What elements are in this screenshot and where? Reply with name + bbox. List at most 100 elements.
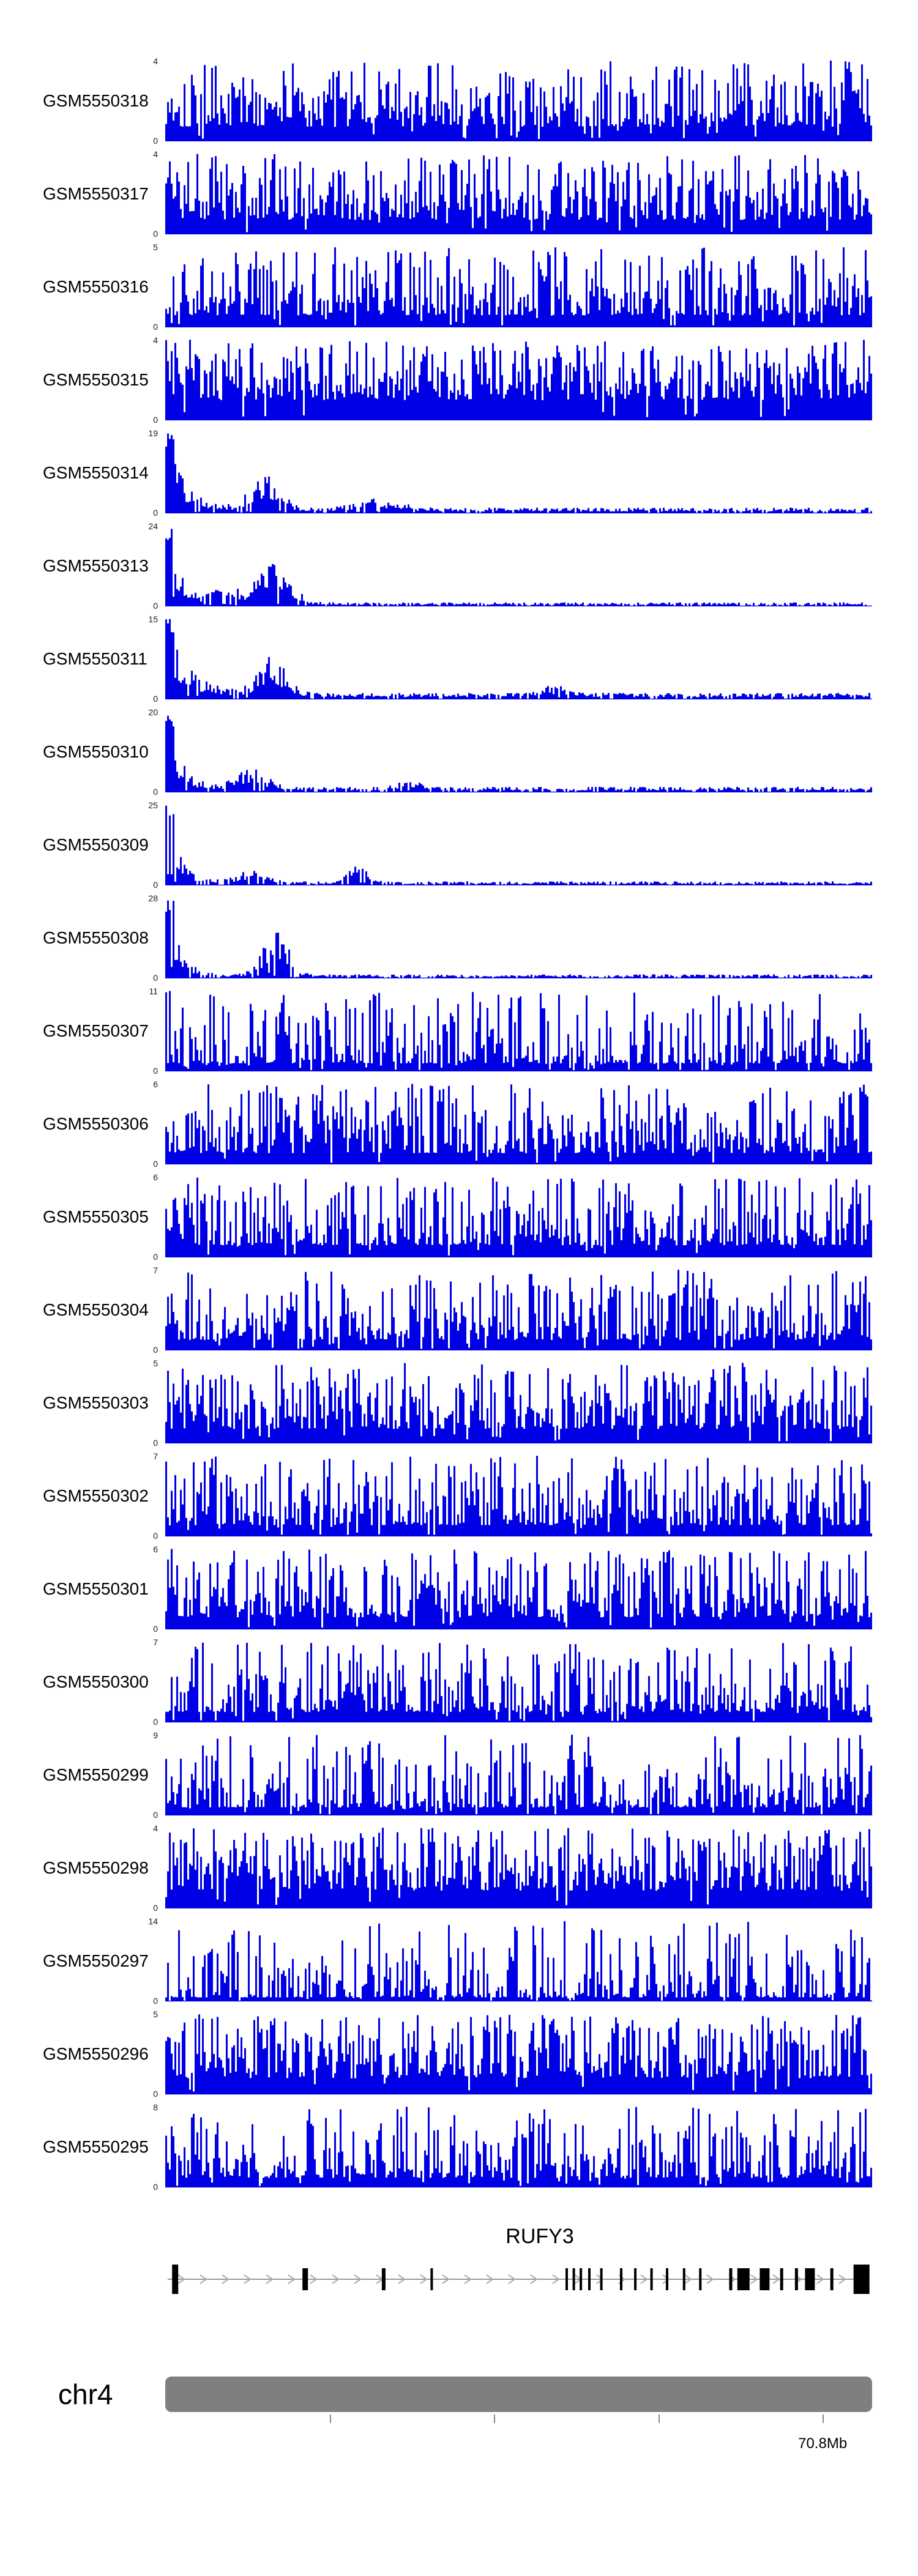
track-yaxis-max: 4 — [153, 335, 158, 345]
coverage-signal-plot — [165, 1363, 872, 1443]
track-sample-label: GSM5550298 — [43, 1858, 149, 1877]
exon-box — [759, 2268, 770, 2290]
coverage-signal-plot — [165, 1735, 872, 1815]
exon-box — [430, 2268, 433, 2290]
coverage-signal — [165, 1084, 872, 1164]
track-sample-label: GSM5550309 — [43, 835, 149, 854]
axis-tick — [658, 2414, 660, 2423]
strand-direction-arrow-icon — [772, 2274, 780, 2284]
exon-box — [620, 2268, 622, 2290]
track-yaxis-max: 8 — [153, 2102, 158, 2112]
exon-box — [172, 2265, 179, 2294]
track-yaxis-zero: 0 — [153, 1531, 158, 1541]
track-yaxis-max: 6 — [153, 1079, 158, 1089]
exon-box — [682, 2268, 685, 2290]
track-yaxis-zero: 0 — [153, 229, 158, 239]
coverage-track-row: GSM5550318 4 0 — [0, 54, 918, 147]
coverage-track-row: GSM5550305 6 0 — [0, 1171, 918, 1264]
coverage-signal — [165, 1549, 872, 1629]
coverage-track-row: GSM5550308 28 0 — [0, 892, 918, 985]
coverage-track-row: GSM5550314 19 0 — [0, 426, 918, 519]
track-sample-label: GSM5550315 — [43, 370, 149, 389]
strand-direction-arrow-icon — [200, 2274, 207, 2284]
track-yaxis-zero: 0 — [153, 136, 158, 146]
track-yaxis-max: 9 — [153, 1730, 158, 1740]
coverage-signal-plot — [165, 2014, 872, 2094]
track-yaxis-zero: 0 — [153, 973, 158, 983]
exon-box — [729, 2268, 733, 2290]
track-yaxis-zero: 0 — [153, 508, 158, 518]
strand-direction-arrow-icon — [486, 2274, 494, 2284]
track-sample-label: GSM5550311 — [43, 649, 147, 668]
coverage-signal — [165, 619, 872, 699]
exon-box — [853, 2265, 870, 2294]
coverage-track-row: GSM5550299 9 0 — [0, 1729, 918, 1822]
coverage-signal-plot — [165, 433, 872, 513]
strand-direction-arrow-icon — [530, 2274, 538, 2284]
coverage-signal — [165, 61, 872, 141]
coverage-signal — [165, 529, 872, 606]
strand-direction-arrow-icon — [464, 2274, 472, 2284]
strand-direction-arrow-icon — [838, 2274, 846, 2284]
track-yaxis-zero: 0 — [153, 694, 158, 704]
coverage-signal-plot — [165, 247, 872, 327]
exon-box — [650, 2268, 653, 2290]
track-sample-label: GSM5550307 — [43, 1021, 149, 1040]
coverage-signal — [165, 340, 872, 420]
exon-box — [634, 2268, 637, 2290]
exon-box — [699, 2268, 702, 2290]
exon-box — [588, 2268, 591, 2290]
track-sample-label: GSM5550317 — [43, 184, 149, 203]
coverage-signal-plot — [165, 715, 872, 792]
strand-direction-arrow-icon — [596, 2274, 604, 2284]
coverage-signal-plot — [165, 61, 872, 141]
coverage-signal — [165, 1456, 872, 1536]
track-sample-label: GSM5550318 — [43, 91, 149, 110]
exon-box — [302, 2268, 308, 2290]
coordinate-label: 70.8Mb — [798, 2435, 848, 2452]
coverage-signal-plot — [165, 1828, 872, 1908]
exon-box — [381, 2268, 386, 2290]
strand-direction-arrow-icon — [662, 2274, 670, 2284]
strand-direction-arrow-icon — [684, 2274, 692, 2284]
strand-direction-arrow-icon — [706, 2274, 714, 2284]
coverage-signal-plot — [165, 1642, 872, 1722]
track-yaxis-max: 7 — [153, 1451, 158, 1461]
coverage-track-row: GSM5550298 4 0 — [0, 1822, 918, 1915]
axis-tick — [494, 2414, 496, 2423]
strand-direction-arrow-icon — [288, 2274, 296, 2284]
track-sample-label: GSM5550295 — [43, 2137, 149, 2156]
coverage-signal — [165, 1177, 872, 1257]
track-yaxis-max: 4 — [153, 56, 158, 66]
coverage-signal-plot — [165, 340, 872, 420]
track-sample-label: GSM5550305 — [43, 1207, 149, 1226]
coverage-signal — [165, 1921, 872, 2001]
coverage-signal — [165, 715, 872, 792]
coverage-track-row: GSM5550310 20 0 — [0, 705, 918, 798]
track-sample-label: GSM5550308 — [43, 928, 149, 947]
track-yaxis-zero: 0 — [153, 1903, 158, 1913]
track-yaxis-zero: 0 — [153, 1624, 158, 1634]
coverage-track-row: GSM5550303 5 0 — [0, 1357, 918, 1450]
coverage-signal — [165, 154, 872, 234]
exon-box — [805, 2268, 815, 2290]
track-yaxis-zero: 0 — [153, 415, 158, 425]
coverage-signal — [165, 1363, 872, 1443]
coverage-track-row: GSM5550313 24 0 — [0, 519, 918, 612]
track-sample-label: GSM5550304 — [43, 1300, 149, 1319]
gene-model-diagram — [168, 2265, 870, 2294]
track-yaxis-max: 14 — [148, 1916, 158, 1926]
coverage-signal — [165, 805, 872, 885]
track-sample-label: GSM5550313 — [43, 556, 149, 575]
coverage-track-row: GSM5550309 25 0 — [0, 798, 918, 892]
track-yaxis-zero: 0 — [153, 2182, 158, 2192]
gene-name-label: RUFY3 — [506, 2225, 574, 2248]
track-yaxis-max: 7 — [153, 1637, 158, 1647]
coverage-signal-plot — [165, 1084, 872, 1164]
track-yaxis-max: 20 — [148, 707, 158, 717]
coverage-track-row: GSM5550317 4 0 — [0, 147, 918, 240]
coverage-signal-plot — [165, 900, 872, 978]
exon-box — [572, 2268, 575, 2290]
coverage-track-row: GSM5550302 7 0 — [0, 1450, 918, 1543]
track-yaxis-zero: 0 — [153, 880, 158, 890]
